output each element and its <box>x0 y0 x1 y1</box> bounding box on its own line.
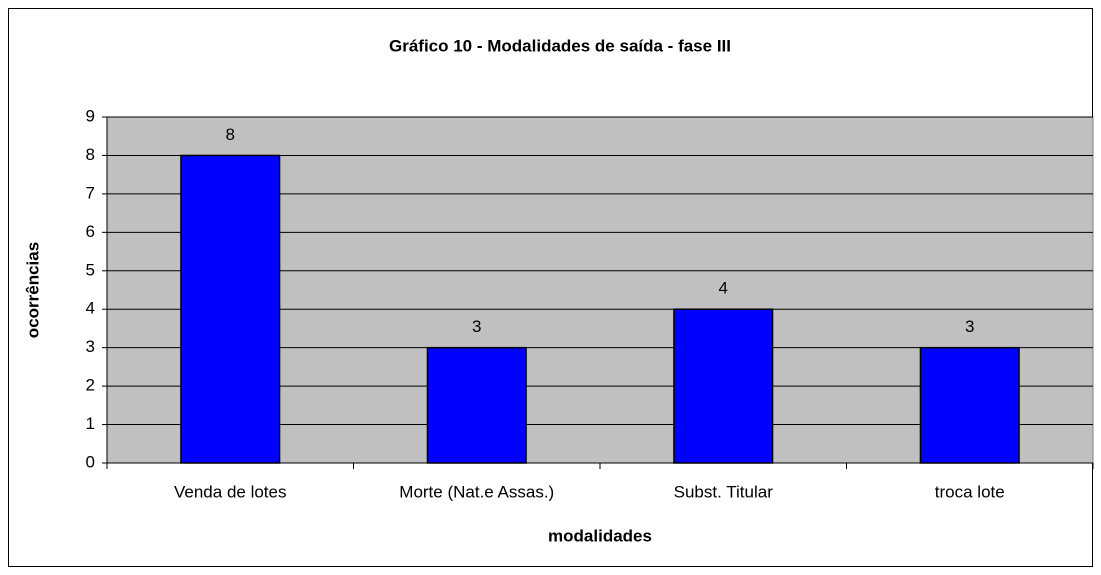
data-label: 3 <box>965 317 974 336</box>
x-tick-label: troca lote <box>935 482 1005 501</box>
bar <box>180 154 281 464</box>
x-tick-label: Morte (Nat.e Assas.) <box>399 482 554 501</box>
data-label: 4 <box>719 279 728 298</box>
data-label: 3 <box>472 317 481 336</box>
x-tick-label: Subst. Titular <box>674 482 774 501</box>
y-tick-label: 5 <box>86 260 95 279</box>
y-tick-label: 2 <box>86 376 95 395</box>
y-tick-label: 4 <box>86 299 95 318</box>
y-tick-label: 1 <box>86 414 95 433</box>
y-tick-label: 0 <box>86 452 95 471</box>
y-axis-label: ocorrências <box>23 242 42 338</box>
y-tick-label: 9 <box>86 106 95 125</box>
y-tick-label: 7 <box>86 183 95 202</box>
bar <box>673 308 774 464</box>
y-tick-label: 8 <box>86 145 95 164</box>
data-label: 8 <box>226 125 235 144</box>
x-tick-label: Venda de lotes <box>174 482 286 501</box>
bar <box>426 346 527 464</box>
y-tick-label: 6 <box>86 222 95 241</box>
y-tick-label: 3 <box>86 337 95 356</box>
bar <box>919 346 1020 464</box>
chart-title: Gráfico 10 - Modalidades de saída - fase… <box>389 36 731 55</box>
x-axis-label: modalidades <box>548 526 652 545</box>
